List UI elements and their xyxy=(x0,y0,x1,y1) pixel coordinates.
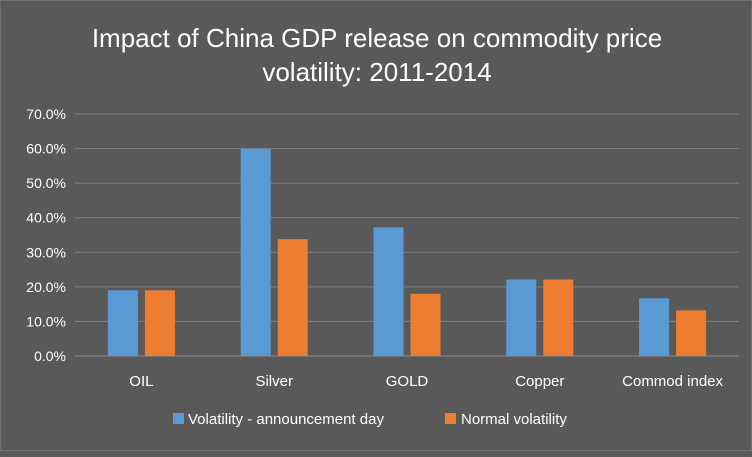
x-category-label-gold: GOLD xyxy=(386,373,429,390)
chart-title-line-1: Impact of China GDP release on commodity… xyxy=(92,23,662,53)
y-tick-label: 70.0% xyxy=(26,106,66,122)
y-tick-label: 60.0% xyxy=(26,141,66,157)
y-tick-label: 30.0% xyxy=(26,244,66,260)
bar-silver-volatility-announcement-day xyxy=(240,148,271,356)
bars xyxy=(107,148,707,356)
chart-title: Impact of China GDP release on commodity… xyxy=(92,23,662,87)
x-category-label-commod-index: Commod index xyxy=(622,373,723,390)
y-tick-label: 0.0% xyxy=(34,348,66,364)
legend-label-announcement-day: Volatility - announcement day xyxy=(188,411,384,428)
chart-title-line-2: volatility: 2011-2014 xyxy=(262,57,491,87)
gridlines xyxy=(75,113,739,357)
legend-swatch-announcement-day xyxy=(173,413,184,424)
legend: Volatility - announcement day Normal vol… xyxy=(173,411,567,428)
bar-gold-normal-volatility xyxy=(410,293,441,356)
x-category-label-oil: OIL xyxy=(129,373,153,390)
y-tick-label: 20.0% xyxy=(26,279,66,295)
legend-label-normal-volatility: Normal volatility xyxy=(461,411,567,428)
legend-swatch-normal-volatility xyxy=(445,413,456,424)
x-category-label-silver: Silver xyxy=(255,373,293,390)
bar-copper-volatility-announcement-day xyxy=(506,279,537,356)
y-axis-ticks: 0.0% 10.0% 20.0% 30.0% 40.0% 50.0% 60.0% 70.0% xyxy=(26,106,66,364)
bar-gold-volatility-announcement-day xyxy=(373,227,404,356)
y-tick-label: 40.0% xyxy=(26,210,66,226)
bar-commod-index-volatility-announcement-day xyxy=(639,298,670,356)
x-axis-categories: OIL Silver GOLD Copper Commod index xyxy=(129,373,723,390)
bar-oil-volatility-announcement-day xyxy=(107,290,138,356)
bar-copper-normal-volatility xyxy=(543,279,574,356)
bar-silver-normal-volatility xyxy=(277,239,308,356)
bar-commod-index-normal-volatility xyxy=(676,310,707,356)
y-tick-label: 50.0% xyxy=(26,175,66,191)
x-category-label-copper: Copper xyxy=(515,373,564,390)
y-tick-label: 10.0% xyxy=(26,313,66,329)
bar-oil-normal-volatility xyxy=(144,290,175,356)
